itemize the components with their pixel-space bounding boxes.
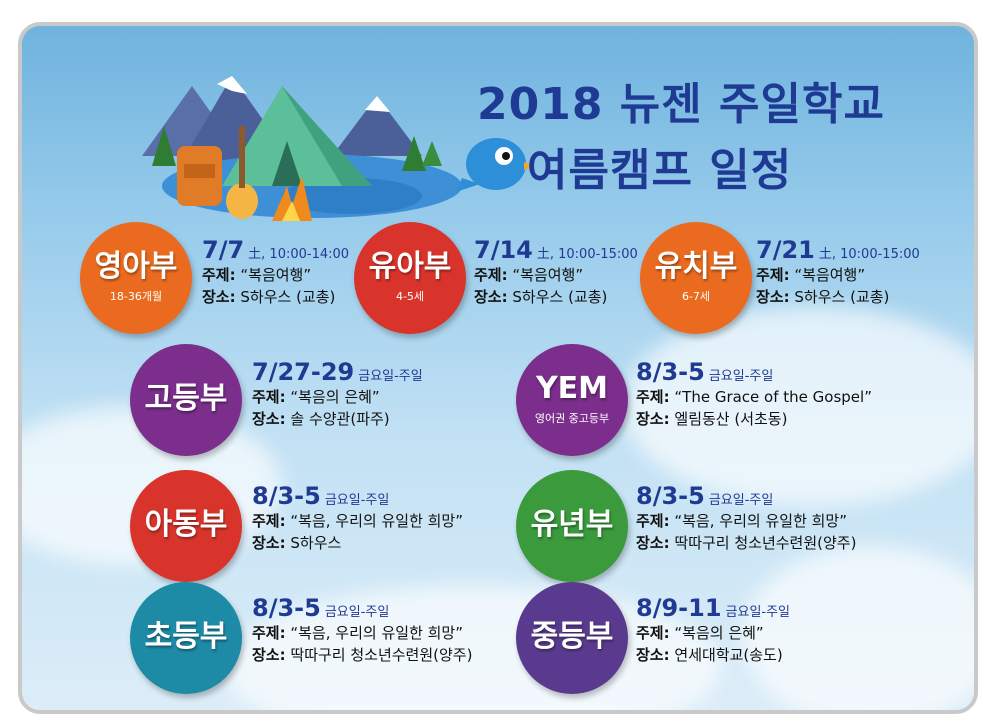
camp-date: 7/21 bbox=[756, 236, 815, 264]
theme-label: 주제: bbox=[636, 624, 670, 642]
dept-badge-middleschool: 중등부 bbox=[516, 582, 628, 694]
dept-age: 18-36개월 bbox=[109, 290, 163, 303]
tree-icon bbox=[152, 126, 176, 166]
cloud bbox=[742, 546, 974, 710]
theme-value: “복음여행” bbox=[512, 266, 584, 284]
camp-date: 8/3-5 bbox=[252, 482, 321, 510]
theme-value: “복음여행” bbox=[240, 266, 312, 284]
dept-age: 6-7세 bbox=[681, 290, 711, 303]
dept-info: 8/3-5 금요일-주일 주제: “The Grace of the Gospel… bbox=[636, 358, 872, 430]
camp-time: 금요일-주일 bbox=[324, 605, 390, 620]
theme-label: 주제: bbox=[202, 266, 236, 284]
dept-badge-toddler: 유아부 4-5세 bbox=[354, 222, 466, 334]
dept-badge-children: 아동부 bbox=[130, 470, 242, 582]
dept-info: 8/3-5 금요일-주일 주제: “복음, 우리의 유일한 희망” 장소: S하우… bbox=[252, 482, 463, 554]
cloud bbox=[222, 586, 722, 710]
dept-name: 유년부 bbox=[530, 507, 614, 542]
dept-name: 초등부 bbox=[144, 619, 228, 654]
place-label: 장소: bbox=[252, 646, 286, 664]
place-label: 장소: bbox=[636, 646, 670, 664]
dept-badge-infant: 영아부 18-36개월 bbox=[80, 222, 192, 334]
place-label: 장소: bbox=[202, 288, 236, 306]
camp-time: 土, 10:00-15:00 bbox=[818, 247, 920, 262]
mountain-icon bbox=[332, 96, 422, 156]
camp-date: 8/3-5 bbox=[636, 482, 705, 510]
theme-label: 주제: bbox=[636, 512, 670, 530]
place-label: 장소: bbox=[636, 534, 670, 552]
dept-info: 7/7 土, 10:00-14:00 주제: “복음여행” 장소: S하우스 (교… bbox=[202, 236, 349, 308]
camp-date: 8/3-5 bbox=[252, 594, 321, 622]
camp-time: 금요일-주일 bbox=[324, 493, 390, 508]
place-value: S하우스 (교총) bbox=[512, 288, 608, 306]
camp-date: 7/14 bbox=[474, 236, 533, 264]
page-subtitle: 여름캠프 일정 bbox=[527, 145, 793, 196]
camping-illustration bbox=[142, 76, 462, 221]
dept-name: 영아부 bbox=[94, 249, 178, 284]
theme-value: “복음, 우리의 유일한 희망” bbox=[674, 512, 848, 530]
place-label: 장소: bbox=[474, 288, 508, 306]
camp-time: 금요일-주일 bbox=[725, 605, 791, 620]
camp-time: 土, 10:00-14:00 bbox=[248, 247, 350, 262]
dept-name: YEM bbox=[535, 371, 609, 406]
dept-name: 유아부 bbox=[368, 249, 452, 284]
dept-info: 8/3-5 금요일-주일 주제: “복음, 우리의 유일한 희망” 장소: 딱따구… bbox=[252, 594, 472, 666]
theme-value: “The Grace of the Gospel” bbox=[674, 388, 872, 406]
camp-date: 7/7 bbox=[202, 236, 245, 264]
theme-value: “복음, 우리의 유일한 희망” bbox=[290, 512, 464, 530]
theme-label: 주제: bbox=[252, 624, 286, 642]
theme-label: 주제: bbox=[474, 266, 508, 284]
dept-badge-highschool: 고등부 bbox=[130, 344, 242, 456]
place-value: 엘림동산 (서초동) bbox=[674, 410, 788, 428]
theme-label: 주제: bbox=[252, 512, 286, 530]
cloud bbox=[622, 306, 974, 506]
tree-icon bbox=[402, 136, 426, 171]
theme-value: “복음의 은혜” bbox=[290, 388, 380, 406]
theme-label: 주제: bbox=[252, 388, 286, 406]
poster-frame: 2018 뉴젠 주일학교 여름캠프 일정 영아부 18-36개월 7/7 土, 1… bbox=[18, 22, 978, 714]
dept-info: 7/14 土, 10:00-15:00 주제: “복음여행” 장소: S하우스 (… bbox=[474, 236, 638, 308]
place-label: 장소: bbox=[252, 410, 286, 428]
place-value: S하우스 bbox=[290, 534, 342, 552]
theme-value: “복음여행” bbox=[794, 266, 866, 284]
guitar-icon bbox=[226, 183, 258, 219]
camp-time: 금요일-주일 bbox=[358, 369, 423, 384]
theme-value: “복음의 은혜” bbox=[674, 624, 764, 642]
dept-name: 고등부 bbox=[144, 381, 228, 416]
place-value: 딱따구리 청소년수련원(양주) bbox=[290, 646, 473, 664]
place-value: 솔 수양관(파주) bbox=[290, 410, 390, 428]
dept-info: 8/9-11 금요일-주일 주제: “복음의 은혜” 장소: 연세대학교(송도) bbox=[636, 594, 790, 666]
place-label: 장소: bbox=[636, 410, 670, 428]
place-label: 장소: bbox=[756, 288, 790, 306]
dept-name: 아동부 bbox=[144, 507, 228, 542]
place-value: S하우스 (교총) bbox=[794, 288, 890, 306]
place-value: 딱따구리 청소년수련원(양주) bbox=[674, 534, 857, 552]
page-title: 2018 뉴젠 주일학교 bbox=[477, 79, 885, 130]
dept-info: 7/21 土, 10:00-15:00 주제: “복음여행” 장소: S하우스 (… bbox=[756, 236, 920, 308]
theme-label: 주제: bbox=[636, 388, 670, 406]
place-label: 장소: bbox=[252, 534, 286, 552]
dept-badge-elementary: 초등부 bbox=[130, 582, 242, 694]
camp-time: 금요일-주일 bbox=[708, 369, 774, 384]
place-value: 연세대학교(송도) bbox=[674, 646, 783, 664]
dept-info: 8/3-5 금요일-주일 주제: “복음, 우리의 유일한 희망” 장소: 딱따구… bbox=[636, 482, 856, 554]
camp-date: 8/9-11 bbox=[636, 594, 722, 622]
camp-date: 7/27-29 bbox=[252, 358, 355, 386]
theme-label: 주제: bbox=[756, 266, 790, 284]
dept-badge-junior: 유년부 bbox=[516, 470, 628, 582]
theme-value: “복음, 우리의 유일한 희망” bbox=[290, 624, 464, 642]
dept-name: 유치부 bbox=[654, 249, 738, 284]
camp-date: 8/3-5 bbox=[636, 358, 705, 386]
dept-badge-kinder: 유치부 6-7세 bbox=[640, 222, 752, 334]
bird-icon bbox=[456, 138, 534, 192]
dept-info: 7/27-29 금요일-주일 주제: “복음의 은혜” 장소: 솔 수양관(파주) bbox=[252, 358, 423, 430]
dept-name: 중등부 bbox=[530, 619, 614, 654]
camp-time: 금요일-주일 bbox=[708, 493, 774, 508]
campfire-icon bbox=[272, 176, 312, 221]
place-value: S하우스 (교총) bbox=[240, 288, 336, 306]
dept-sub: 영어권 중고등부 bbox=[534, 412, 610, 425]
dept-age: 4-5세 bbox=[395, 290, 425, 303]
dept-badge-yem: YEM 영어권 중고등부 bbox=[516, 344, 628, 456]
camp-time: 土, 10:00-15:00 bbox=[536, 247, 638, 262]
